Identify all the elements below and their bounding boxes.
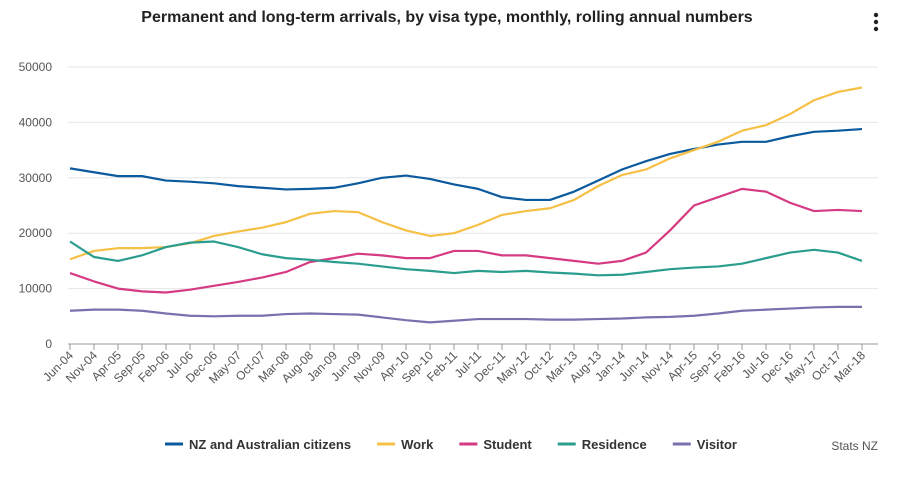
legend-label: NZ and Australian citizens	[189, 437, 351, 452]
legend-label: Student	[483, 437, 532, 452]
y-tick-label: 50000	[19, 60, 53, 74]
menu-dot	[873, 26, 879, 32]
series-line	[69, 86, 863, 261]
y-tick-label: 40000	[19, 115, 53, 129]
series-line	[69, 240, 863, 277]
menu-dot	[873, 12, 879, 18]
legend-label: Visitor	[697, 437, 737, 452]
series-line	[69, 305, 862, 324]
source: Stats NZ	[831, 439, 878, 453]
series-line	[69, 187, 863, 294]
y-tick-label: 0	[45, 337, 52, 351]
chart-title: Permanent and long-term arrivals, by vis…	[141, 9, 753, 26]
menu-icon[interactable]	[873, 12, 879, 32]
y-tick-label: 20000	[19, 226, 53, 240]
legend-label: Residence	[582, 437, 647, 452]
menu-dot	[873, 19, 879, 25]
series-line	[69, 127, 863, 202]
y-tick-label: 30000	[19, 171, 53, 185]
y-tick-label: 10000	[19, 282, 53, 296]
legend-label: Work	[401, 437, 434, 452]
